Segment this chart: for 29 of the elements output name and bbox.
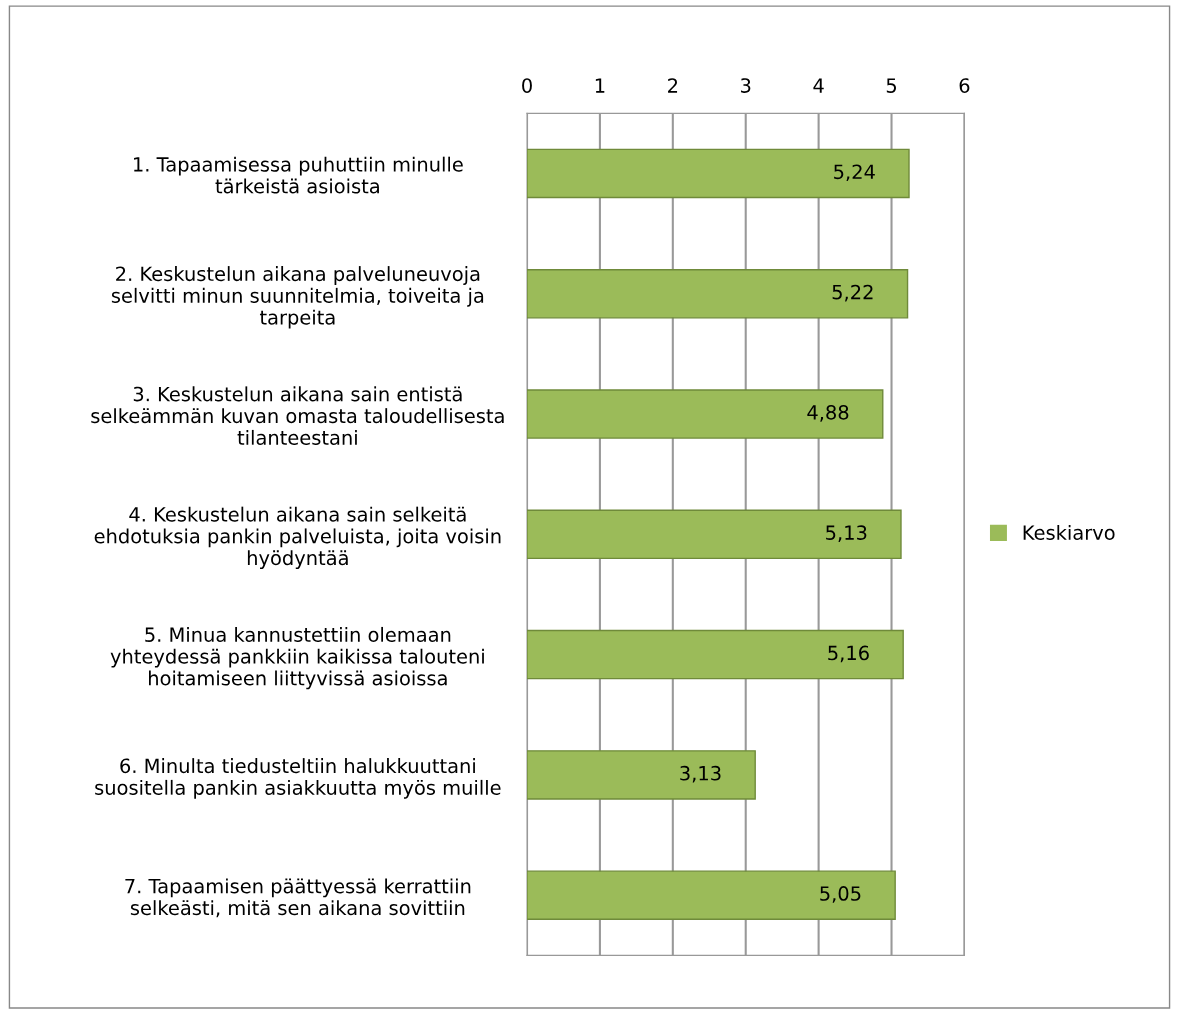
y-tick-label: 4. Keskustelun aikana sain selkeitä ehdotuksia pankin palveluista, joita voisin hyödyntää [94,506,501,570]
y-tick-label: 5. Minua kannustettiin olemaan yhteydessä pankkiin kaikissa talouteni hoitamiseen liittyvissä asioissa [110,626,484,690]
y-tick-label: 3. Keskustelun aikana sain entistä selkeämmän kuvan omasta taloudellisesta tilanteestani [91,386,504,445]
x-tick-label: 6 [959,78,970,93]
data-label: 5,05 [820,886,861,903]
data-label: 4,88 [807,404,849,422]
data-label: 5,22 [832,284,873,302]
x-tick-label: 0 [522,78,532,93]
y-tick-label: 2. Keskustelun aikana palveluneuvoja selvitti minun suunnitelmia, toiveita ja tarpeita [111,266,484,329]
x-tick-label: 1 [595,78,605,93]
bar [527,269,909,319]
y-tick-label: 7. Tapaamisen päättyessä kerrattiin selkeästi, mitä sen aikana sovittiin [125,878,471,918]
data-label: 5,24 [834,164,875,182]
y-tick-label: 1. Tapaamisessa puhuttiin minulle tärkeistä asioista [134,156,463,194]
data-label: 5,16 [828,645,869,663]
x-tick-label: 3 [741,78,751,93]
y-tick-label: 6. Minulta tiedusteltiin halukkuuttani suositella pankin asiakkuutta myös muille [95,758,501,799]
bar [527,148,910,199]
bar [527,509,902,560]
x-tick-label: 4 [813,78,824,93]
bar [527,389,884,439]
data-label: 5,13 [826,525,867,542]
x-tick-label: 5 [886,78,897,93]
data-label: 3,13 [680,765,721,783]
bar [527,750,756,800]
x-tick-label: 2 [668,78,678,93]
bar [527,870,896,920]
legend-label: Keskiarvo [1023,524,1115,540]
bar [527,629,904,680]
